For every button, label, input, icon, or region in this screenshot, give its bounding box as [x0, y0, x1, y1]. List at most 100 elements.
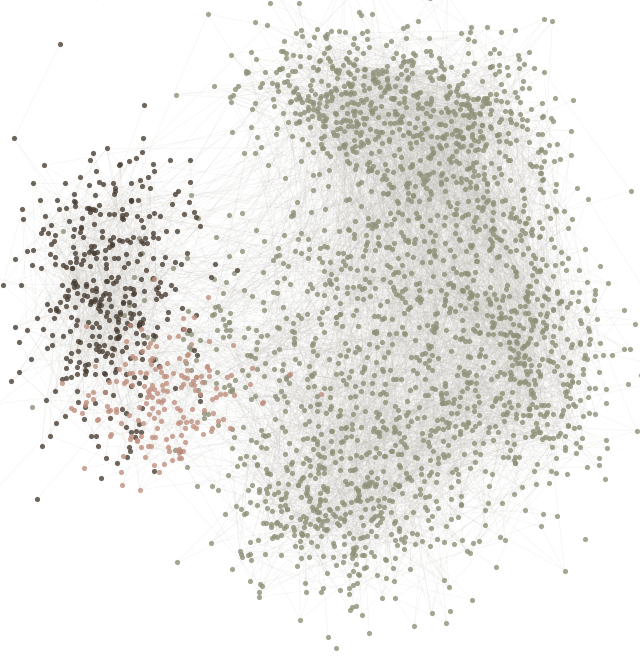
- Point: [55, 39, 65, 50]
- Point: [459, 448, 469, 459]
- Point: [451, 96, 461, 107]
- Point: [556, 296, 566, 306]
- Point: [148, 354, 159, 365]
- Point: [486, 224, 496, 235]
- Point: [536, 168, 546, 178]
- Point: [111, 376, 121, 387]
- Point: [446, 513, 456, 524]
- Point: [99, 340, 109, 351]
- Point: [457, 284, 467, 295]
- Point: [140, 232, 150, 243]
- Point: [145, 183, 155, 194]
- Point: [169, 396, 179, 407]
- Point: [137, 318, 147, 328]
- Point: [488, 434, 499, 445]
- Point: [303, 114, 313, 125]
- Point: [440, 381, 451, 391]
- Point: [349, 233, 360, 243]
- Point: [207, 481, 217, 491]
- Point: [287, 66, 298, 76]
- Point: [28, 178, 38, 188]
- Point: [61, 300, 71, 311]
- Point: [78, 231, 88, 242]
- Point: [111, 404, 122, 414]
- Point: [375, 82, 385, 93]
- Point: [481, 97, 491, 108]
- Point: [312, 514, 323, 524]
- Point: [369, 423, 380, 434]
- Point: [460, 184, 470, 194]
- Point: [279, 391, 289, 402]
- Point: [266, 533, 276, 544]
- Point: [84, 339, 94, 350]
- Point: [346, 96, 356, 107]
- Point: [312, 541, 323, 552]
- Point: [520, 308, 530, 318]
- Point: [36, 228, 46, 239]
- Point: [82, 290, 92, 301]
- Point: [121, 422, 131, 432]
- Point: [388, 563, 398, 573]
- Point: [451, 219, 461, 230]
- Point: [368, 503, 378, 513]
- Point: [448, 280, 458, 290]
- Point: [346, 497, 356, 507]
- Point: [369, 311, 379, 322]
- Point: [362, 449, 372, 459]
- Point: [173, 453, 184, 463]
- Point: [356, 28, 367, 38]
- Point: [407, 60, 417, 70]
- Point: [398, 230, 408, 241]
- Point: [442, 92, 452, 103]
- Point: [269, 530, 279, 541]
- Point: [134, 419, 144, 430]
- Point: [578, 411, 588, 422]
- Point: [227, 386, 237, 396]
- Point: [349, 97, 359, 108]
- Point: [57, 279, 67, 290]
- Point: [524, 354, 534, 365]
- Point: [394, 123, 404, 134]
- Point: [126, 313, 136, 324]
- Point: [243, 350, 253, 361]
- Point: [66, 372, 76, 383]
- Point: [412, 452, 422, 463]
- Point: [152, 282, 163, 292]
- Point: [382, 164, 392, 175]
- Point: [380, 396, 390, 407]
- Point: [312, 398, 323, 409]
- Point: [100, 452, 111, 463]
- Point: [31, 313, 42, 324]
- Point: [470, 457, 480, 467]
- Point: [172, 445, 182, 455]
- Point: [296, 156, 307, 166]
- Point: [454, 392, 465, 402]
- Point: [112, 457, 122, 468]
- Point: [365, 493, 376, 503]
- Point: [525, 366, 535, 377]
- Point: [145, 337, 156, 348]
- Point: [280, 426, 290, 436]
- Point: [140, 371, 150, 382]
- Point: [508, 304, 518, 315]
- Point: [540, 400, 550, 410]
- Point: [349, 228, 359, 239]
- Point: [406, 160, 417, 171]
- Point: [426, 608, 436, 619]
- Point: [288, 207, 298, 217]
- Point: [412, 528, 422, 539]
- Point: [494, 251, 504, 261]
- Point: [353, 321, 363, 332]
- Point: [38, 324, 48, 334]
- Point: [470, 447, 480, 457]
- Point: [358, 364, 369, 375]
- Point: [505, 245, 515, 256]
- Point: [270, 391, 280, 402]
- Point: [175, 405, 186, 416]
- Point: [303, 234, 314, 245]
- Point: [424, 246, 434, 257]
- Point: [370, 511, 380, 521]
- Point: [237, 365, 247, 376]
- Point: [506, 116, 516, 127]
- Point: [60, 291, 70, 302]
